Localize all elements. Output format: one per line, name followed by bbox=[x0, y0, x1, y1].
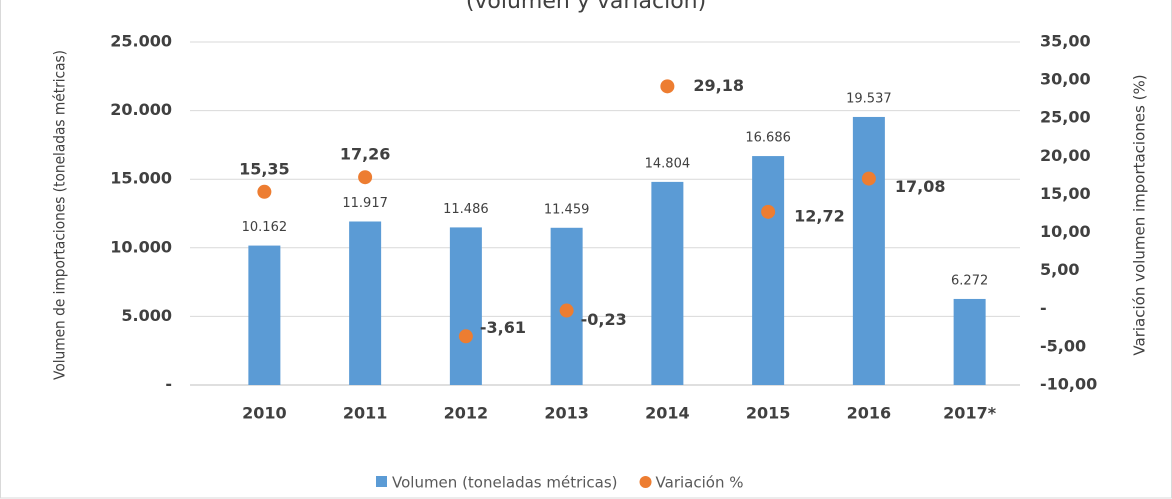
bar-value-label: 16.686 bbox=[745, 131, 791, 146]
point-value-label: 15,35 bbox=[239, 159, 290, 178]
chart-title: (volumen y variación) bbox=[466, 0, 706, 14]
y2-tick-label: - bbox=[1040, 298, 1047, 317]
y2-tick-label: 5,00 bbox=[1040, 260, 1079, 279]
legend-swatch bbox=[376, 476, 387, 487]
y2-tick-label: 10,00 bbox=[1040, 222, 1091, 241]
point-value-label: -3,61 bbox=[480, 318, 526, 337]
bar-value-label: 10.162 bbox=[242, 220, 288, 235]
y2-tick-label: 35,00 bbox=[1040, 32, 1091, 51]
point bbox=[761, 204, 776, 219]
bar bbox=[449, 227, 482, 385]
point bbox=[358, 170, 373, 185]
point bbox=[559, 303, 574, 318]
y2-axis-title: Variación volumen importaciones (%) bbox=[1131, 74, 1149, 355]
y2-tick-label: 30,00 bbox=[1040, 70, 1091, 89]
y-axis-title: Volumen de importaciones (toneladas métr… bbox=[51, 50, 69, 380]
x-tick-label: 2017* bbox=[943, 404, 997, 423]
y-tick-label: 10.000 bbox=[110, 237, 172, 256]
y-tick-label: - bbox=[165, 375, 172, 394]
y2-tick-label: 25,00 bbox=[1040, 108, 1091, 127]
bar-value-label: 6.272 bbox=[951, 273, 988, 288]
point-value-label: 12,72 bbox=[794, 206, 845, 225]
point bbox=[660, 79, 675, 94]
x-tick-label: 2013 bbox=[544, 404, 589, 423]
bar-value-label: 19.537 bbox=[846, 91, 892, 106]
x-tick-label: 2010 bbox=[242, 404, 287, 423]
point bbox=[861, 171, 876, 186]
point-value-label: 17,08 bbox=[895, 177, 946, 196]
y2-tick-label: 20,00 bbox=[1040, 146, 1091, 165]
bar bbox=[953, 298, 986, 385]
legend-label: Variación % bbox=[656, 474, 744, 492]
bar bbox=[248, 245, 281, 385]
bar bbox=[752, 156, 785, 385]
y2-tick-label: -10,00 bbox=[1040, 375, 1097, 394]
bar-value-label: 11.486 bbox=[443, 202, 489, 217]
x-tick-label: 2011 bbox=[343, 404, 388, 423]
point bbox=[257, 184, 272, 199]
x-tick-label: 2016 bbox=[847, 404, 892, 423]
bar-value-label: 11.917 bbox=[342, 196, 388, 211]
bar bbox=[852, 116, 885, 385]
bar bbox=[651, 181, 684, 385]
y-tick-label: 15.000 bbox=[110, 169, 172, 188]
y2-tick-label: 15,00 bbox=[1040, 184, 1091, 203]
y2-tick-label: -5,00 bbox=[1040, 336, 1086, 355]
point-value-label: 17,26 bbox=[340, 145, 391, 164]
x-tick-label: 2015 bbox=[746, 404, 791, 423]
x-tick-label: 2012 bbox=[444, 404, 489, 423]
point-value-label: 29,18 bbox=[693, 76, 744, 95]
x-tick-label: 2014 bbox=[645, 404, 690, 423]
point-value-label: -0,23 bbox=[581, 310, 627, 329]
bar-value-label: 11.459 bbox=[544, 202, 590, 217]
bar-value-label: 14.804 bbox=[645, 156, 691, 171]
legend-label: Volumen (toneladas métricas) bbox=[392, 474, 618, 492]
legend-swatch bbox=[639, 476, 652, 488]
y-tick-label: 20.000 bbox=[110, 100, 172, 119]
y-tick-label: 25.000 bbox=[110, 32, 172, 51]
bar bbox=[349, 221, 382, 385]
y-tick-label: 5.000 bbox=[121, 306, 172, 325]
point bbox=[458, 329, 473, 344]
